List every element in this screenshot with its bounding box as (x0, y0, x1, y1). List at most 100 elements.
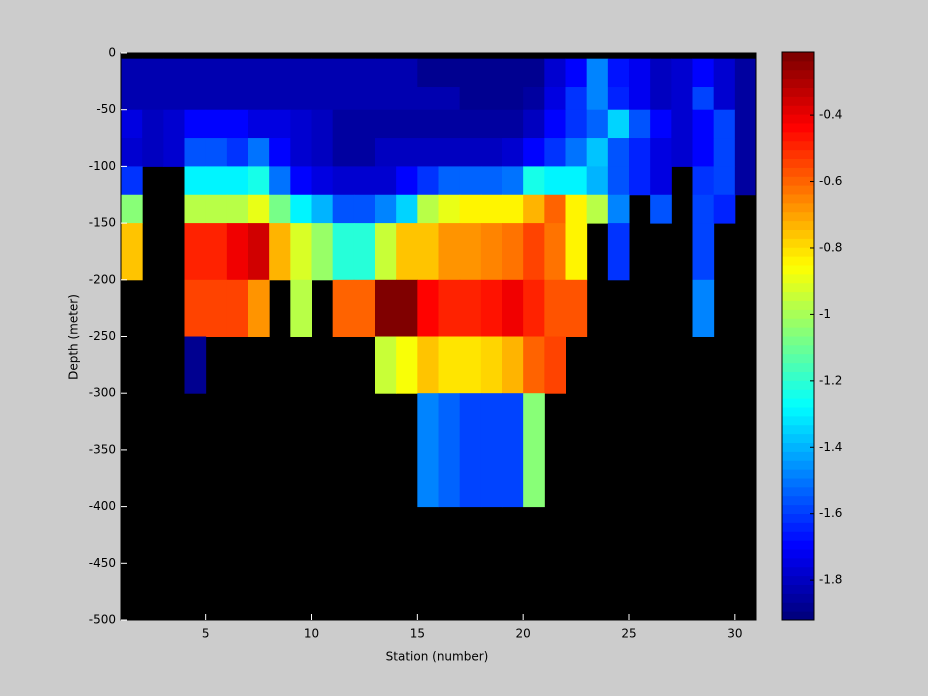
colorbar-segment (782, 336, 814, 346)
heat-cell (565, 109, 588, 139)
heat-cell (607, 138, 630, 167)
colorbar-segment (782, 291, 814, 301)
heat-cell (502, 87, 524, 111)
heat-cell (459, 194, 482, 224)
heat-cell (290, 109, 312, 139)
heat-cell (353, 194, 376, 224)
x-tick-label: 5 (202, 627, 210, 641)
colorbar-segment (782, 575, 814, 585)
heat-cell (438, 87, 461, 111)
heat-cell (396, 87, 418, 111)
colorbar-segment (782, 371, 814, 381)
heat-cell (417, 138, 439, 167)
heat-cell (523, 194, 545, 224)
heat-cell (396, 58, 418, 88)
colorbar-segment (782, 566, 814, 577)
heat-cell (205, 279, 228, 337)
heat-cell (121, 223, 143, 281)
heat-cell (121, 109, 143, 139)
y-axis-label: Depth (meter) (67, 294, 81, 380)
heat-cell (734, 166, 757, 196)
heat-cell (480, 223, 503, 281)
heat-cell (353, 279, 376, 337)
colorbar-segment (782, 211, 814, 222)
heat-cell (692, 279, 715, 337)
heat-cell (438, 138, 461, 167)
heat-cell (586, 166, 609, 196)
heat-cell (438, 279, 461, 337)
heat-cell (184, 138, 207, 167)
heat-cell (607, 194, 630, 224)
heat-cell (353, 58, 376, 88)
colorbar-segment (782, 478, 814, 488)
heat-cell (459, 87, 482, 111)
heat-cell (480, 166, 503, 196)
heat-cell (459, 393, 482, 508)
heat-cell (502, 336, 524, 394)
colorbar-segment (782, 513, 814, 523)
heat-cell (586, 58, 609, 88)
colorbar-segment (782, 105, 814, 115)
heat-cell (523, 109, 545, 139)
colorbar-tick-label: -0.6 (819, 174, 842, 188)
heat-cell (184, 223, 207, 281)
colorbar-frame (781, 51, 815, 621)
y-tick-label: -100 (89, 159, 116, 173)
heat-cell (375, 166, 397, 196)
heat-cell (205, 194, 228, 224)
colorbar-segment (782, 389, 814, 399)
heat-cell (396, 194, 418, 224)
heat-cell (332, 279, 355, 337)
heat-cell (375, 87, 397, 111)
heat-cell (311, 194, 334, 224)
x-axis-label: Station (number) (386, 650, 489, 664)
colorbar-segment (782, 140, 814, 151)
heat-cell (205, 109, 228, 139)
heat-cell (565, 138, 588, 167)
heat-cell (544, 87, 566, 111)
colorbar-segment (782, 60, 814, 71)
heat-cell (184, 336, 207, 394)
heat-cell (142, 138, 164, 167)
colorbar-segment (782, 194, 814, 204)
heat-cell (586, 194, 609, 224)
heat-cell (544, 336, 566, 394)
colorbar-segment (782, 486, 814, 497)
heat-cell (290, 87, 312, 111)
heat-cell (311, 109, 334, 139)
heat-cell (650, 109, 672, 139)
heat-cell (734, 109, 757, 139)
colorbar-segment (782, 273, 814, 284)
colorbar-segment (782, 309, 814, 319)
heat-cell (502, 109, 524, 139)
heat-cell (629, 58, 651, 88)
heat-cell (650, 194, 672, 224)
colorbar-segment (782, 451, 814, 461)
heat-cell (163, 87, 185, 111)
heat-cell (226, 223, 249, 281)
heat-cell (269, 194, 291, 224)
colorbar-segment (782, 265, 814, 275)
colorbar-tick-label: -1 (819, 307, 831, 321)
colorbar-segment (782, 131, 814, 142)
heat-cell (184, 194, 207, 224)
heat-cell (671, 87, 693, 111)
heat-cell (163, 58, 185, 88)
heat-cell (311, 58, 334, 88)
colorbar-tick-label: -0.4 (819, 108, 842, 122)
colorbar-segment (782, 531, 814, 541)
heat-cell (480, 58, 503, 88)
heat-cell (375, 279, 397, 337)
heat-cell (121, 58, 143, 88)
heat-cell (184, 87, 207, 111)
heat-cell (629, 87, 651, 111)
colorbar-segment (782, 540, 814, 550)
heat-cell (544, 279, 566, 337)
heat-cell (565, 58, 588, 88)
colorbar-segment (782, 327, 814, 337)
heat-cell (480, 138, 503, 167)
x-tick-label: 20 (516, 627, 531, 641)
heat-cell (480, 194, 503, 224)
heat-cell (480, 87, 503, 111)
